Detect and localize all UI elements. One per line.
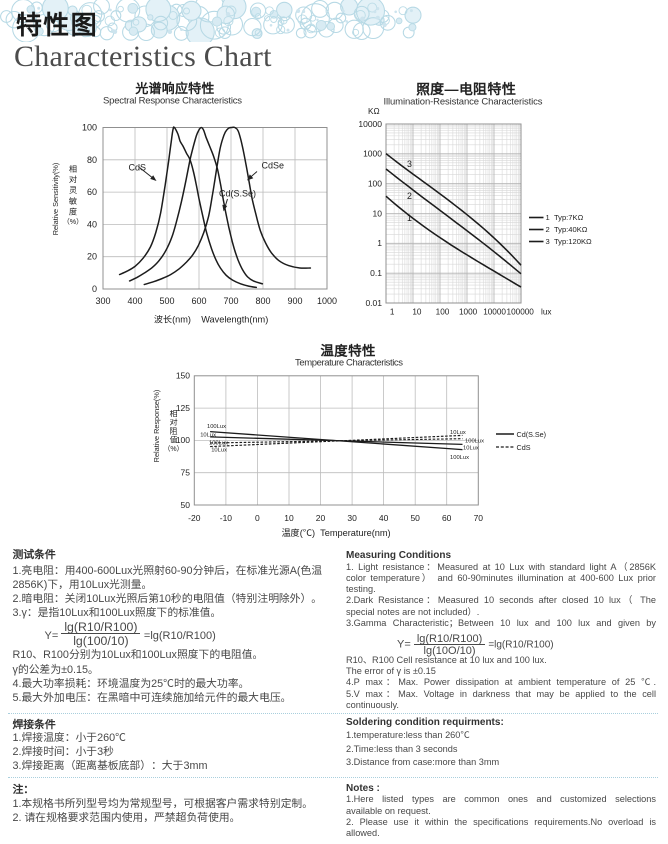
svg-text:（%）: （%） <box>63 217 84 227</box>
svg-text:0: 0 <box>92 282 97 295</box>
svg-text:2: 2 <box>407 189 412 202</box>
svg-text:0: 0 <box>255 512 260 524</box>
svg-text:10: 10 <box>284 512 294 524</box>
svg-text:10Lux: 10Lux <box>463 443 479 452</box>
svg-text:lux: lux <box>541 306 551 318</box>
svg-text:-20: -20 <box>188 512 201 524</box>
svg-text:相: 相 <box>68 163 77 175</box>
svg-text:900: 900 <box>287 294 302 307</box>
svg-text:相: 相 <box>169 408 178 419</box>
svg-text:20: 20 <box>87 250 97 263</box>
svg-text:80: 80 <box>87 153 97 166</box>
svg-text:1000: 1000 <box>317 294 337 307</box>
svg-text:Temperature Characteristics: Temperature Characteristics <box>295 355 403 369</box>
svg-text:500: 500 <box>159 294 174 307</box>
svg-text:CdS: CdS <box>129 161 147 174</box>
svg-text:10: 10 <box>412 306 422 318</box>
svg-text:75: 75 <box>181 467 191 479</box>
svg-text:对: 对 <box>170 417 178 428</box>
svg-text:70: 70 <box>474 512 484 524</box>
svg-text:100Lux: 100Lux <box>465 436 484 445</box>
svg-text:20: 20 <box>316 512 326 524</box>
svg-text:600: 600 <box>191 294 206 307</box>
svg-text:10: 10 <box>373 207 383 219</box>
svg-text:100Lux: 100Lux <box>207 421 226 430</box>
svg-text:1: 1 <box>390 306 395 318</box>
svg-text:Relative Response(%): Relative Response(%) <box>152 390 162 463</box>
svg-text:3: 3 <box>407 157 412 170</box>
svg-text:1: 1 <box>407 211 412 224</box>
svg-text:Cd(S.Se): Cd(S.Se) <box>219 187 256 200</box>
svg-text:300: 300 <box>95 294 110 307</box>
svg-text:0.01: 0.01 <box>365 297 382 309</box>
svg-text:Cd(S.Se): Cd(S.Se) <box>517 430 547 440</box>
svg-text:度: 度 <box>69 205 77 217</box>
svg-text:700: 700 <box>223 294 238 307</box>
svg-text:阻: 阻 <box>170 426 178 437</box>
svg-text:10Lux: 10Lux <box>200 430 216 439</box>
svg-text:-10: -10 <box>220 512 233 524</box>
svg-text:100: 100 <box>368 178 382 190</box>
svg-text:Spectral Response Characterist: Spectral Response Characteristics <box>103 93 242 107</box>
svg-text:光谱响应特性: 光谱响应特性 <box>135 78 215 97</box>
svg-text:Illumination-Resistance Charac: Illumination-Resistance Characteristics <box>384 94 543 108</box>
svg-text:1000: 1000 <box>459 306 478 318</box>
svg-text:30: 30 <box>347 512 357 524</box>
svg-text:3 Typ:120KΩ: 3 Typ:120KΩ <box>546 236 593 247</box>
svg-text:灵: 灵 <box>69 184 77 196</box>
svg-text:CdS: CdS <box>517 443 531 453</box>
svg-text:Relative Sensitivity(%): Relative Sensitivity(%) <box>51 163 61 236</box>
svg-text:2 Typ:40KΩ: 2 Typ:40KΩ <box>546 224 588 235</box>
svg-text:60: 60 <box>442 512 452 524</box>
svg-text:10000: 10000 <box>358 118 382 130</box>
svg-text:100Lux: 100Lux <box>450 452 469 461</box>
svg-text:10Lux: 10Lux <box>450 427 466 436</box>
svg-text:10Lux: 10Lux <box>211 445 227 454</box>
svg-text:40: 40 <box>379 512 389 524</box>
svg-text:值: 值 <box>170 435 178 446</box>
svg-text:800: 800 <box>255 294 270 307</box>
svg-text:40: 40 <box>87 217 97 230</box>
svg-text:100: 100 <box>82 121 97 134</box>
svg-text:10000: 10000 <box>483 306 506 318</box>
svg-text:CdSe: CdSe <box>262 159 285 172</box>
svg-text:100Lux: 100Lux <box>209 438 228 447</box>
svg-text:400: 400 <box>127 294 142 307</box>
svg-text:（%）: （%） <box>163 444 183 454</box>
svg-text:100: 100 <box>176 434 190 446</box>
svg-text:波长(nm) Wavelength(nm): 波长(nm) Wavelength(nm) <box>154 312 269 326</box>
svg-text:50: 50 <box>181 499 191 511</box>
svg-text:0.1: 0.1 <box>370 267 382 279</box>
svg-text:1: 1 <box>377 237 382 249</box>
svg-text:1000: 1000 <box>363 148 382 160</box>
svg-text:1 Typ:7KΩ: 1 Typ:7KΩ <box>546 212 584 223</box>
svg-text:125: 125 <box>176 402 190 414</box>
svg-text:KΩ: KΩ <box>368 105 380 117</box>
svg-text:温度(℃) Temperature(nm): 温度(℃) Temperature(nm) <box>281 525 390 539</box>
svg-text:100000: 100000 <box>507 306 535 318</box>
svg-text:对: 对 <box>69 174 77 186</box>
svg-text:150: 150 <box>176 370 190 382</box>
svg-text:敏: 敏 <box>68 195 77 207</box>
svg-text:60: 60 <box>87 185 97 198</box>
svg-text:温度特性: 温度特性 <box>320 340 375 360</box>
svg-text:100: 100 <box>436 306 450 318</box>
svg-text:50: 50 <box>410 512 420 524</box>
svg-text:照度—电阻特性: 照度—电阻特性 <box>415 79 516 99</box>
